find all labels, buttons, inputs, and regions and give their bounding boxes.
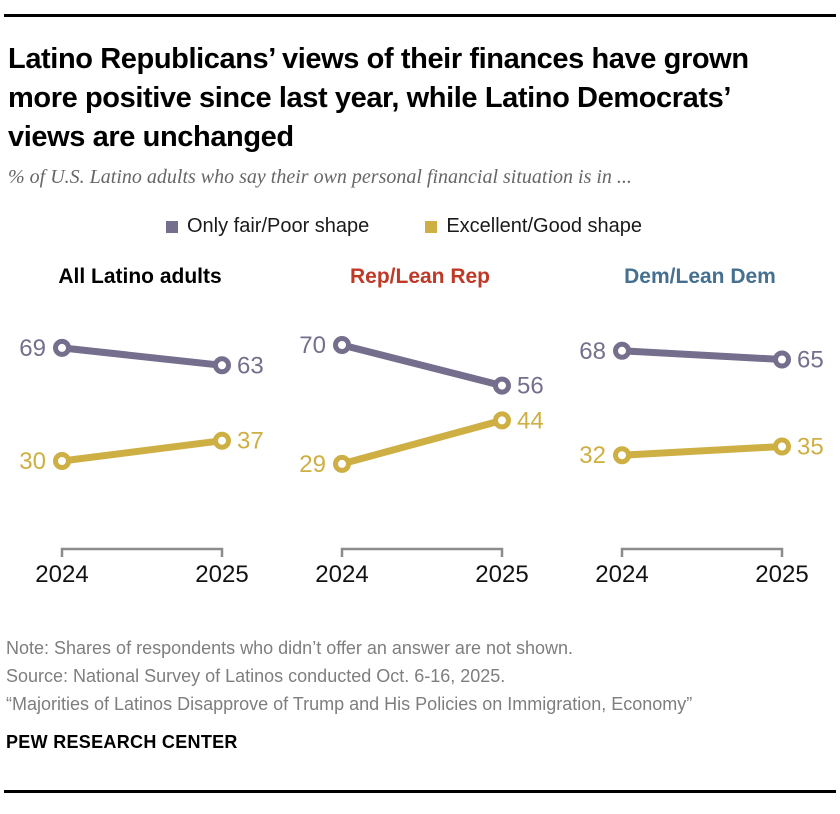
value-label: 35: [797, 434, 824, 461]
data-point: [53, 338, 71, 357]
value-label: 65: [797, 347, 824, 374]
panel-chart-dem-lean-dem: 2024 2025 68 65 32 35: [579, 338, 824, 588]
x-axis-bracket: [60, 547, 224, 557]
panel-title-rep-lean-rep: Rep/Lean Rep: [349, 265, 491, 288]
year-label: 2025: [475, 561, 528, 588]
x-axis-bracket: [620, 547, 784, 557]
data-point: [493, 411, 511, 430]
legend-label-fair-poor: Only fair/Poor shape: [186, 215, 370, 237]
fair-poor-swatch-icon: [165, 220, 178, 233]
chart-title: Latino Republicans’ views of their finan…: [8, 40, 832, 157]
chart-panels: All Latino adults 2024 2025 69 63 30 37 Rep/L…: [0, 264, 840, 590]
chart-subtitle: % of U.S. Latino adults who say their ow…: [8, 166, 632, 188]
data-point: [53, 452, 71, 470]
top-rule: [4, 14, 836, 17]
year-label: 2025: [755, 561, 808, 588]
legend-item-excellent-good: Excellent/Good shape: [425, 215, 642, 238]
legend-label-excellent-good: Excellent/Good shape: [446, 215, 642, 237]
value-label: 30: [19, 448, 46, 475]
value-label: 29: [299, 451, 326, 478]
data-point: [613, 341, 631, 360]
data-point: [213, 431, 231, 450]
footer-note: Note: Shares of respondents who didn’t o…: [6, 638, 574, 658]
panel-rep-lean-rep: Rep/Lean Rep 2024 2025 70 56 29 44: [280, 264, 560, 590]
panel-title-dem-lean-dem: Dem/Lean Dem: [624, 265, 776, 288]
data-point: [613, 446, 631, 465]
value-label: 32: [579, 442, 606, 469]
brand-label: PEW RESEARCH CENTER: [6, 732, 238, 752]
data-point: [333, 454, 351, 473]
year-label: 2024: [35, 561, 88, 588]
trend-line: [61, 437, 223, 465]
footer-report-title: “Majorities of Latinos Disapprove of Tru…: [6, 694, 693, 714]
value-label: 56: [517, 373, 544, 400]
value-label: 70: [299, 332, 326, 359]
data-point: [493, 376, 511, 395]
excellent-good-swatch-icon: [425, 220, 438, 233]
trend-line: [61, 344, 223, 369]
panel-dem-lean-dem: Dem/Lean Dem 2024 2025 68 65 32 35: [560, 264, 840, 590]
x-axis-bracket: [340, 547, 504, 557]
trend-line: [621, 443, 783, 459]
data-point: [773, 437, 791, 456]
trend-line: [341, 417, 503, 468]
legend-item-fair-poor: Only fair/Poor shape: [165, 215, 370, 238]
trend-line: [621, 347, 783, 363]
footer-source: Source: National Survey of Latinos condu…: [6, 666, 506, 686]
value-label: 68: [579, 338, 606, 365]
panel-all-latino-adults: All Latino adults 2024 2025 69 63 30 37: [0, 264, 280, 590]
data-point: [773, 350, 791, 369]
value-label: 37: [237, 428, 264, 455]
data-point: [333, 336, 351, 354]
value-label: 69: [19, 335, 46, 362]
panel-title-all-latino-adults: All Latino adults: [58, 265, 222, 288]
chart-footer: Note: Shares of respondents who didn’t o…: [6, 634, 832, 754]
panel-chart-rep-lean-rep: 2024 2025 70 56 29 44: [299, 332, 544, 588]
value-label: 44: [517, 407, 544, 434]
year-label: 2024: [595, 561, 648, 588]
bottom-rule: [4, 790, 836, 793]
value-label: 63: [237, 352, 264, 379]
year-label: 2024: [315, 561, 368, 588]
chart-title-line-1: Latino Republicans’ views of their finan…: [8, 43, 749, 75]
data-point: [213, 356, 231, 375]
trend-line: [341, 341, 503, 389]
panel-chart-all-latino-adults: 2024 2025 69 63 30 37: [19, 335, 264, 588]
chart-title-line-2: more positive since last year, while Lat…: [8, 82, 732, 114]
chart-legend: Only fair/Poor shape Excellent/Good shap…: [0, 215, 824, 238]
chart-title-line-3: views are unchanged: [8, 121, 294, 153]
year-label: 2025: [195, 561, 248, 588]
